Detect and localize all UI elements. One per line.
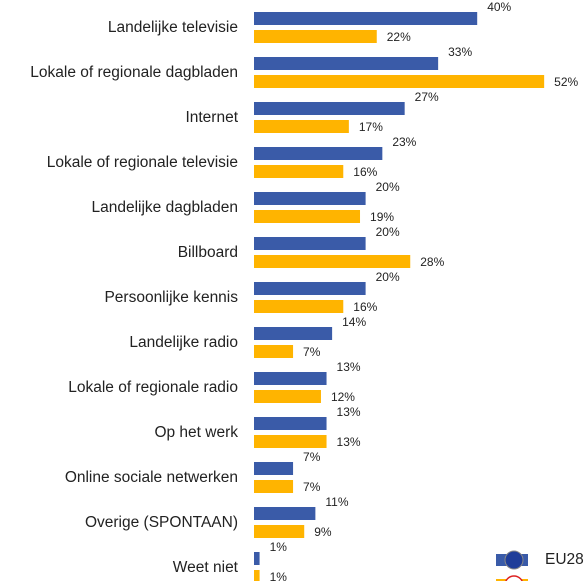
value-label: 13% — [337, 405, 361, 419]
value-label: 7% — [303, 480, 321, 494]
value-label: 7% — [303, 450, 321, 464]
category-label: Weet niet — [173, 559, 239, 576]
bar — [254, 480, 294, 493]
bar — [254, 552, 260, 565]
value-label: 7% — [303, 345, 321, 359]
bar — [254, 282, 366, 295]
value-label: 19% — [370, 210, 394, 224]
category-label: Online sociale netwerken — [65, 469, 238, 486]
category-label: Lokale of regionale televisie — [47, 154, 238, 171]
value-label: 1% — [270, 540, 288, 554]
legend-flag — [505, 575, 523, 581]
category-label: Overige (SPONTAAN) — [85, 514, 238, 531]
value-label: 27% — [415, 90, 439, 104]
value-label: 14% — [342, 315, 366, 329]
bar — [254, 102, 405, 115]
bar — [254, 570, 260, 581]
bar — [254, 75, 545, 88]
category-label: Lokale of regionale dagbladen — [30, 64, 238, 81]
value-label: 1% — [270, 570, 288, 581]
value-label: 17% — [359, 120, 383, 134]
bar — [254, 525, 305, 538]
bar — [254, 12, 478, 25]
value-label: 13% — [337, 435, 361, 449]
value-label: 20% — [376, 270, 400, 284]
bar — [254, 507, 316, 520]
bar — [254, 57, 439, 70]
bar — [254, 390, 321, 403]
category-label: Landelijke dagbladen — [91, 199, 238, 216]
bar — [254, 30, 377, 43]
value-label: 20% — [376, 180, 400, 194]
value-label: 20% — [376, 225, 400, 239]
bar — [254, 327, 333, 340]
category-label: Internet — [185, 109, 238, 126]
category-label: Billboard — [178, 244, 238, 261]
bar — [254, 255, 411, 268]
bar — [254, 345, 294, 358]
value-label: 11% — [325, 495, 348, 509]
value-label: 13% — [337, 360, 361, 374]
bar — [254, 210, 361, 223]
bar — [254, 237, 366, 250]
value-label: 16% — [353, 300, 377, 314]
value-label: 33% — [448, 45, 472, 59]
category-label: Op het werk — [154, 424, 238, 441]
category-label: Lokale of regionale radio — [68, 379, 238, 396]
value-label: 12% — [331, 390, 355, 404]
category-label: Landelijke televisie — [108, 19, 238, 36]
bar — [254, 462, 294, 475]
category-label: Landelijke radio — [129, 334, 238, 351]
value-label: 28% — [420, 255, 444, 269]
bar — [254, 192, 366, 205]
legend-label: EU28 — [545, 551, 584, 568]
bar — [254, 165, 344, 178]
bar — [254, 120, 349, 133]
value-label: 22% — [387, 30, 411, 44]
bar — [254, 372, 327, 385]
value-label: 52% — [554, 75, 578, 89]
value-label: 16% — [353, 165, 377, 179]
bar — [254, 147, 383, 160]
bar — [254, 435, 327, 448]
value-label: 23% — [392, 135, 416, 149]
bar — [254, 300, 344, 313]
category-label: Persoonlijke kennis — [104, 289, 238, 306]
bar — [254, 417, 327, 430]
value-label: 9% — [314, 525, 332, 539]
legend-flag — [504, 550, 524, 570]
value-label: 40% — [487, 0, 511, 14]
